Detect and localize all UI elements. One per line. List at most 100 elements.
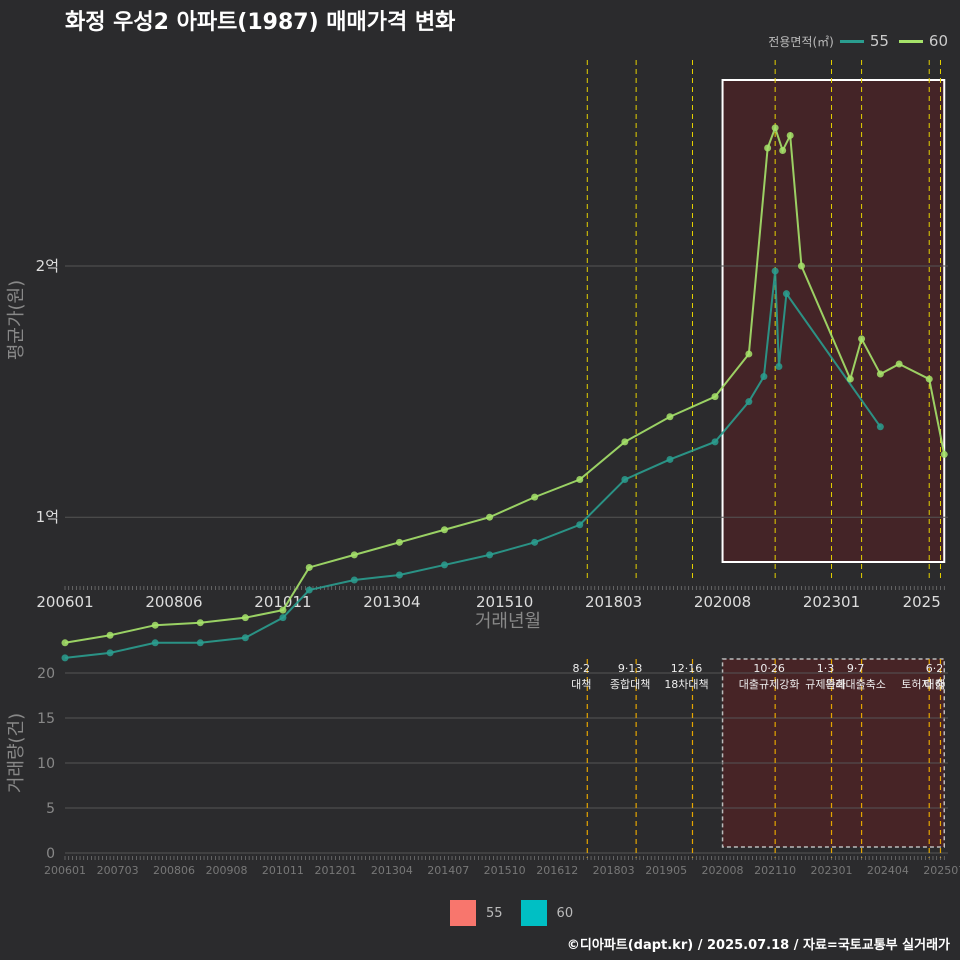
policy-label-5: 특례대출축소	[825, 678, 886, 691]
x-tick-top-7: 202301	[803, 593, 860, 611]
series-point-60-9	[441, 526, 449, 534]
legend-bottom-label-55: 55	[486, 905, 503, 921]
series-point-60-5	[279, 606, 287, 614]
policy-date-4: 1·3	[817, 662, 835, 675]
series-point-60-2	[151, 621, 159, 629]
x-tick-top-1: 200806	[145, 593, 202, 611]
x-tick-top-2: 201011	[254, 593, 311, 611]
series-point-55-11	[531, 538, 539, 546]
legend-title: 전용면적(㎡)	[768, 34, 834, 49]
policy-date-3: 10·26	[753, 662, 785, 675]
policy-label-0: 대책	[571, 678, 591, 691]
x-tick-bottom-10: 201803	[593, 864, 635, 877]
policy-label-4: 규제완화	[805, 678, 845, 691]
series-point-55-6	[305, 586, 313, 594]
y-axis-label-top: 평균가(원)	[6, 280, 27, 360]
legend-top: 전용면적(㎡) 55 60	[768, 32, 952, 50]
series-point-60-7	[350, 551, 358, 559]
x-tick-bottom-7: 201407	[427, 864, 469, 877]
series-point-60-15	[711, 393, 719, 401]
caption: ©디아파트(dapt.kr) / 2025.07.18 / 자료=국토교통부 실…	[566, 938, 950, 953]
x-tick-bottom-14: 202301	[811, 864, 853, 877]
y-tick-top-1: 2억	[36, 257, 59, 275]
series-point-60-13	[621, 438, 629, 446]
x-tick-top-3: 201304	[363, 593, 420, 611]
y-tick-bottom-1: 5	[46, 801, 55, 817]
x-axis-label-top: 거래년월	[475, 611, 541, 632]
series-point-55-10	[486, 551, 494, 559]
series-point-55-17	[760, 373, 768, 381]
series-line-60	[64, 124, 946, 644]
x-tick-bottom-5: 201201	[315, 864, 357, 877]
x-tick-bottom-3: 200908	[206, 864, 248, 877]
series-point-55-15	[711, 438, 719, 446]
legend-label-55: 55	[869, 32, 889, 50]
series-point-60-11	[531, 493, 539, 501]
y-tick-bottom-2: 10	[37, 756, 55, 772]
policy-date-0: 8·2	[573, 662, 591, 675]
highlight-region-bottom	[721, 658, 945, 848]
series-point-55-18	[771, 267, 779, 275]
series-point-60-23	[858, 335, 866, 343]
x-tick-bottom-1: 200703	[97, 864, 139, 877]
y-tick-bottom-4: 20	[37, 666, 55, 682]
series-point-55-13	[621, 476, 629, 484]
series-point-60-24	[876, 370, 884, 378]
x-tick-bottom-15: 202404	[867, 864, 909, 877]
series-point-60-4	[241, 614, 249, 622]
series-point-60-25	[895, 360, 903, 368]
policy-label-2: 18차대책	[664, 678, 708, 691]
series-point-60-17	[764, 144, 772, 152]
chart-title: 화정 우성2 아파트(1987) 매매가격 변화	[65, 10, 456, 35]
legend-line-55	[839, 39, 864, 43]
series-line-55	[64, 270, 882, 659]
series-point-60-22	[846, 375, 854, 383]
series-point-55-2	[151, 639, 159, 647]
series-point-60-8	[395, 538, 403, 546]
policy-label-1: 종합대책	[610, 678, 650, 691]
legend-swatch-60	[520, 900, 547, 926]
legend-label-60: 60	[928, 32, 948, 50]
x-tick-bottom-12: 202008	[702, 864, 744, 877]
series-point-55-0	[61, 654, 69, 662]
series-point-55-7	[350, 576, 358, 584]
series-point-60-18	[771, 124, 779, 132]
x-tick-bottom-9: 201612	[536, 864, 578, 877]
series-point-60-16	[745, 350, 753, 358]
series-point-60-26	[925, 375, 933, 383]
policy-date-2: 12·16	[671, 662, 703, 675]
series-point-60-14	[666, 413, 674, 421]
series-point-55-14	[666, 455, 674, 463]
series-point-55-16	[745, 398, 753, 406]
x-tick-bottom-4: 201011	[262, 864, 304, 877]
policy-date-1: 9·13	[618, 662, 643, 675]
x-tick-bottom-6: 201304	[371, 864, 413, 877]
y-tick-top-0: 1억	[36, 508, 59, 526]
series-point-60-6	[305, 563, 313, 571]
legend-swatch-55	[450, 900, 476, 926]
series-point-60-0	[61, 639, 69, 647]
x-tick-bottom-8: 201510	[484, 864, 526, 877]
x-tick-bottom-13: 202110	[754, 864, 796, 877]
legend-line-60	[898, 39, 923, 43]
series-point-55-3	[196, 639, 204, 647]
x-tick-bottom-16: 202507	[923, 864, 960, 877]
series-point-60-3	[196, 619, 204, 627]
policy-label-3: 대출규제강화	[739, 678, 800, 691]
series-point-55-19	[775, 363, 783, 371]
series-point-60-10	[486, 513, 494, 521]
x-tick-top-6: 202008	[694, 593, 751, 611]
policy-date-7: 6·2	[926, 662, 944, 675]
legend-bottom: 55 60	[450, 900, 573, 926]
x-tick-top-4: 201510	[476, 593, 533, 611]
policy-label-6: 토허제 해	[901, 677, 945, 691]
legend-bottom-label-60: 60	[556, 905, 574, 921]
x-tick-top-8: 2025	[903, 593, 941, 611]
series-point-55-4	[241, 634, 249, 642]
y-axis-label-bottom: 거래량(건)	[6, 713, 27, 793]
series-point-60-12	[576, 476, 584, 484]
series-point-60-27	[940, 450, 948, 458]
series-point-60-1	[106, 631, 114, 639]
series-point-55-20	[782, 290, 790, 298]
